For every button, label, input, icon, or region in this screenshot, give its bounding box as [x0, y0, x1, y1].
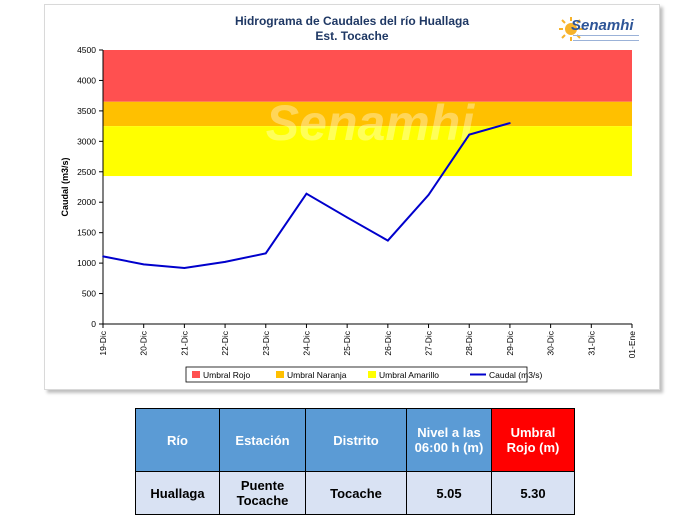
y-tick-label: 1000	[77, 258, 96, 268]
header-nivel: Nivel a las 06:00 h (m)	[406, 408, 492, 472]
table-header-row: Río Estación Distrito Nivel a las 06:00 …	[135, 408, 575, 472]
data-point	[305, 192, 308, 195]
header-estacion: Estación	[219, 408, 306, 472]
legend-label: Umbral Rojo	[203, 370, 251, 380]
logo-text: Senamhi	[571, 17, 634, 34]
legend-label: Umbral Naranja	[287, 370, 347, 380]
table-row: Huallaga Puente Tocache Tocache 5.05 5.3…	[135, 471, 575, 515]
legend-label: Umbral Amarillo	[379, 370, 439, 380]
threshold-band-1	[103, 101, 632, 127]
header-umbral-rojo: Umbral Rojo (m)	[491, 408, 575, 472]
chart-title: Hidrograma de Caudales del río Huallaga	[234, 14, 470, 28]
legend-swatch	[368, 371, 376, 378]
legend-box	[185, 366, 528, 383]
cell-distrito: Tocache	[305, 471, 407, 515]
y-axis-label: Caudal (m3/s)	[60, 157, 70, 216]
y-tick-label: 4000	[77, 75, 96, 85]
x-tick-label: 22-Dic	[220, 330, 230, 355]
y-tick-label: 3500	[77, 106, 96, 116]
x-tick-label: 30-Dic	[546, 330, 556, 355]
x-tick-label: 26-Dic	[383, 330, 393, 355]
cell-umbral-rojo: 5.30	[491, 471, 575, 515]
data-point	[224, 261, 226, 263]
x-tick-label: 01-Ene	[627, 331, 637, 359]
threshold-band-2	[103, 126, 632, 177]
logo-tagline-lines	[573, 35, 639, 41]
x-tick-label: 21-Dic	[179, 330, 189, 355]
x-tick-label: 23-Dic	[261, 330, 271, 355]
data-point	[142, 263, 145, 266]
y-tick-label: 4500	[77, 45, 96, 55]
watermark-text: Senamhi	[266, 95, 476, 151]
x-tick-label: 19-Dic	[98, 330, 108, 355]
x-tick-label: 27-Dic	[424, 330, 434, 355]
cell-rio: Huallaga	[135, 471, 220, 515]
data-point	[427, 194, 430, 196]
data-point	[346, 216, 348, 219]
header-distrito: Distrito	[305, 408, 407, 472]
header-rio: Río	[135, 408, 220, 472]
data-point	[468, 133, 471, 136]
cell-nivel: 5.05	[406, 471, 492, 515]
x-tick-label: 24-Dic	[301, 330, 311, 355]
threshold-band-0	[103, 50, 632, 102]
data-point	[509, 122, 511, 124]
cell-estacion: Puente Tocache	[219, 471, 306, 515]
data-point	[183, 267, 186, 269]
data-point	[102, 255, 104, 258]
legend-label: Caudal (m3/s)	[489, 370, 543, 380]
y-tick-label: 2000	[77, 197, 96, 207]
legend-swatch	[192, 371, 200, 378]
y-tick-label: 2500	[77, 167, 96, 177]
y-tick-label: 3000	[77, 136, 96, 146]
station-table: Río Estación Distrito Nivel a las 06:00 …	[135, 408, 575, 515]
x-tick-label: 31-Dic	[586, 330, 596, 355]
senamhi-logo: Senamhi	[559, 13, 641, 49]
y-tick-label: 500	[82, 289, 96, 299]
y-tick-label: 1500	[77, 228, 96, 238]
legend-swatch	[276, 371, 284, 378]
x-tick-label: 28-Dic	[464, 330, 474, 355]
data-point	[264, 252, 267, 255]
x-tick-label: 25-Dic	[342, 330, 352, 355]
chart-subtitle: Est. Tocache	[315, 29, 389, 43]
data-point	[387, 239, 389, 242]
sun-icon	[559, 17, 583, 41]
y-tick-label: 0	[91, 319, 96, 329]
x-tick-label: 29-Dic	[505, 330, 515, 355]
x-tick-label: 20-Dic	[139, 330, 149, 355]
